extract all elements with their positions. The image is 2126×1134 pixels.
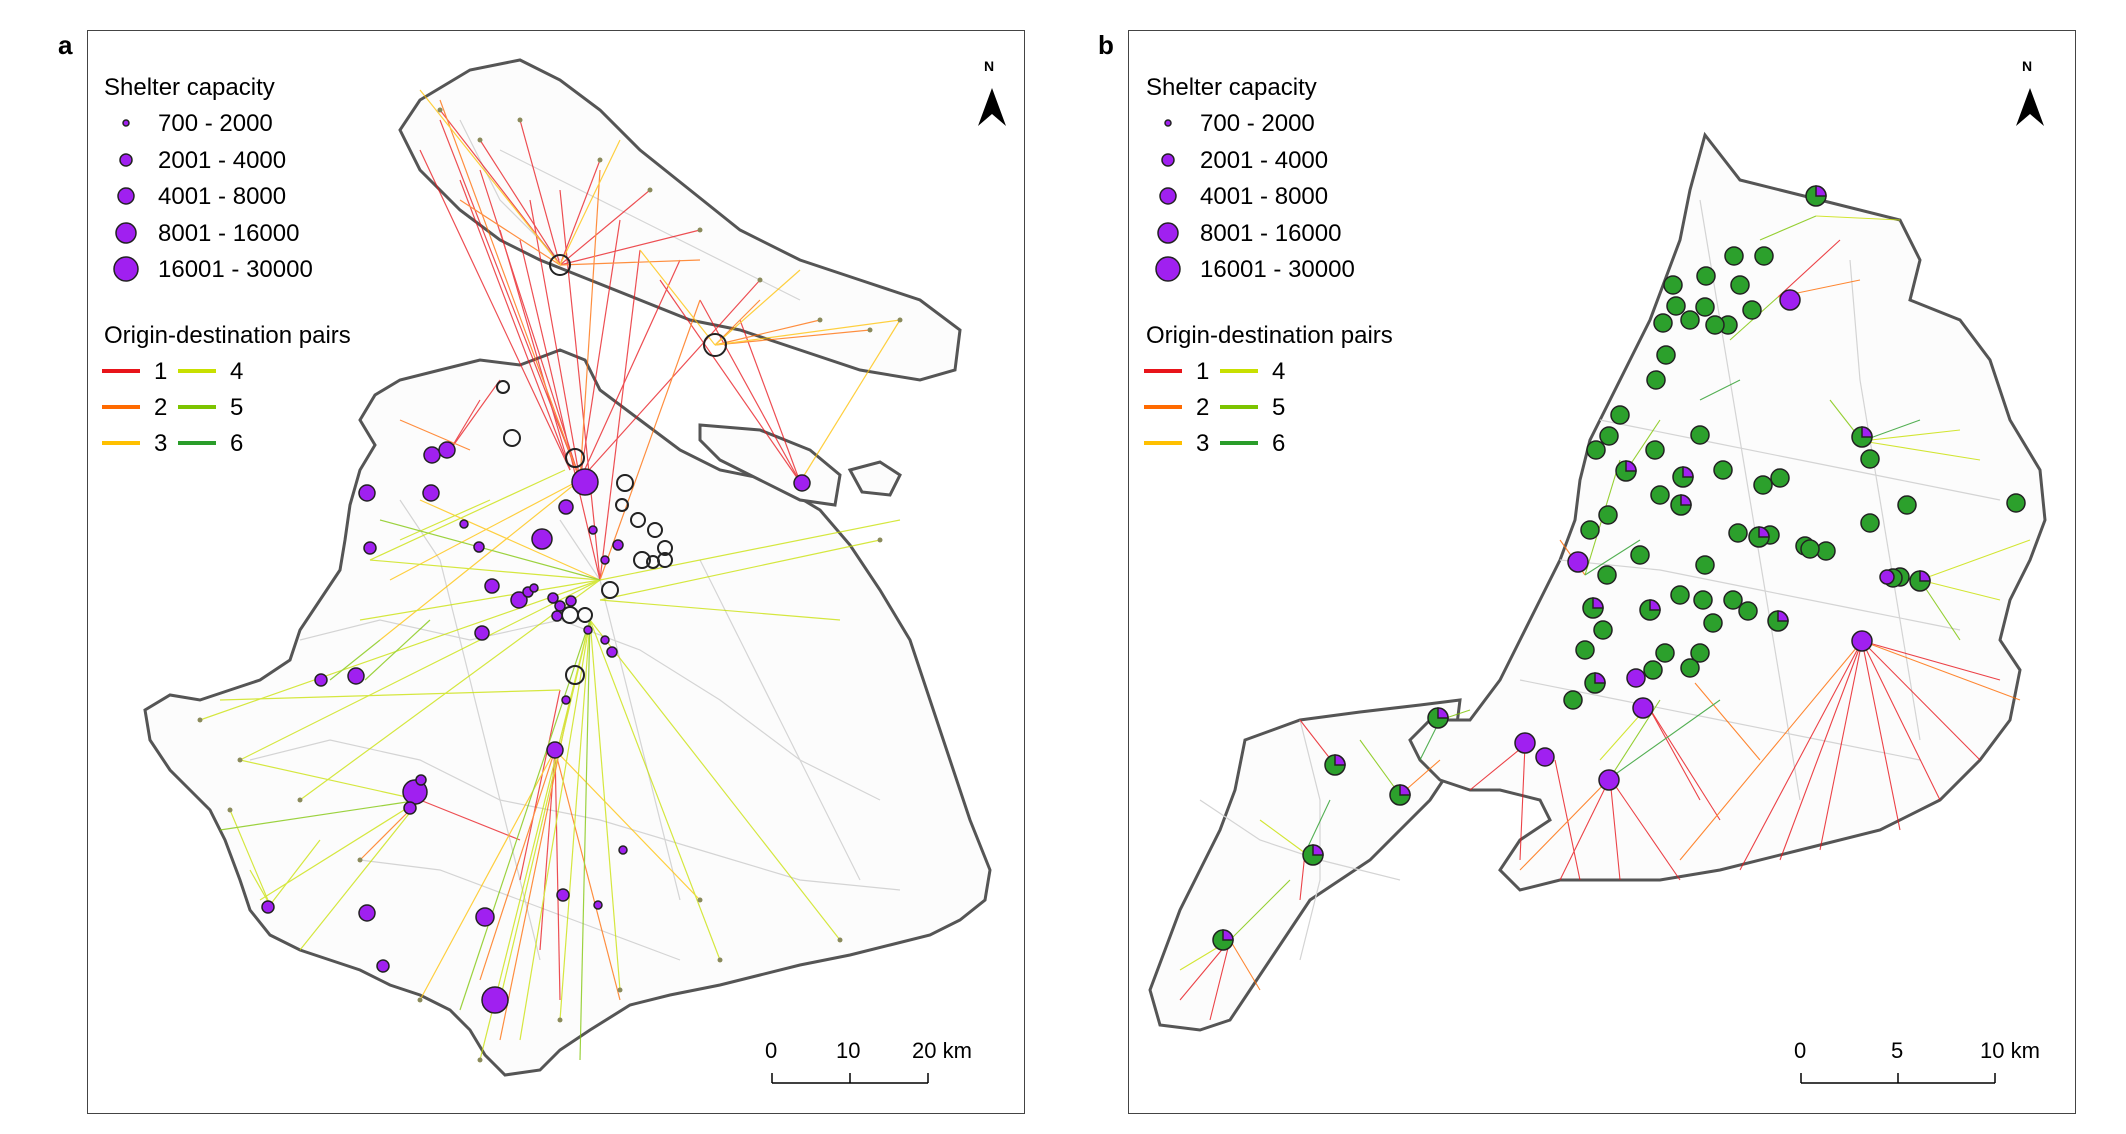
od-label-a-5: 5 [230,394,244,421]
shelters-filled-a [261,441,811,1014]
od-label-a-4: 4 [230,358,244,385]
scale-label-b-2: 10 km [1980,1038,2040,1063]
shelter-class-a-5: 16001 - 30000 [158,256,313,283]
scale-bar-a [771,1073,929,1084]
north-arrow-a [978,88,1006,126]
od-label-b-3: 3 [1196,430,1210,457]
panel-a-letter: a [58,30,73,60]
north-label-a: N [984,58,995,74]
od-label-a-1: 1 [154,358,168,385]
nyc-main-outline [1408,131,2047,892]
shelter-class-a-3: 4001 - 8000 [158,183,287,210]
scale-bar-b [1800,1073,1996,1084]
od-lines-b [1179,215,2031,1021]
shelter-class-b-5: 16001 - 30000 [1200,256,1355,283]
origin-points-a [197,107,903,1063]
shelter-capacity-title-a: Shelter capacity [104,74,275,101]
shelter-class-b-1: 700 - 2000 [1200,110,1315,137]
north-arrow-b [2016,88,2044,126]
legend-shelter-symbols-a [113,119,139,282]
tract-boundaries-b [1199,199,2001,961]
shelters-purple-b [1514,289,1895,791]
od-lines-a [199,89,901,1061]
od-pairs-title-a: Origin-destination pairs [104,322,351,349]
panel-b-letter: b [1098,30,1114,60]
shelter-class-b-4: 8001 - 16000 [1200,220,1342,247]
legend-od-swatches-a [102,369,216,445]
legend-od-swatches-b [1144,369,1258,445]
shelter-capacity-title-b: Shelter capacity [1146,74,1317,101]
chongming-island-outline [398,58,962,382]
od-label-b-5: 5 [1272,394,1286,421]
od-label-b-4: 4 [1272,358,1286,385]
shelter-class-a-2: 2001 - 4000 [158,147,287,174]
shelter-class-a-1: 700 - 2000 [158,110,273,137]
shelters-pie-b [1212,185,1931,951]
od-pairs-title-b: Origin-destination pairs [1146,322,1393,349]
od-label-a-3: 3 [154,430,168,457]
legend-shelter-symbols-b [1155,119,1181,282]
shelter-class-a-4: 8001 - 16000 [158,220,300,247]
scale-label-a-2: 20 km [912,1038,972,1063]
shelters-green-b [1563,246,2026,710]
panel-b-map [1144,88,2047,1084]
hengsha-island-outline [847,460,902,497]
od-label-b-2: 2 [1196,394,1210,421]
od-label-a-2: 2 [154,394,168,421]
shelters-open-a [496,254,727,685]
north-label-b: N [2022,58,2033,74]
scale-label-b-0: 0 [1794,1038,1807,1063]
scale-label-b-1: 5 [1891,1038,1904,1063]
scale-label-a-0: 0 [765,1038,778,1063]
shelter-class-b-2: 2001 - 4000 [1200,147,1329,174]
scale-label-a-1: 10 [836,1038,861,1063]
od-label-b-6: 6 [1272,430,1286,457]
shelter-class-b-3: 4001 - 8000 [1200,183,1329,210]
od-label-b-1: 1 [1196,358,1210,385]
od-label-a-6: 6 [230,430,244,457]
panel-a-map [102,58,1006,1084]
